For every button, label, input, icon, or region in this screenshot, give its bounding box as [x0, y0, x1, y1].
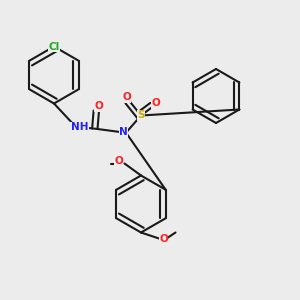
Text: S: S: [137, 110, 145, 121]
Text: O: O: [94, 101, 103, 112]
Text: O: O: [122, 92, 131, 103]
Text: O: O: [151, 98, 160, 109]
Text: NH: NH: [71, 122, 88, 133]
Text: O: O: [114, 156, 123, 166]
Text: Cl: Cl: [48, 41, 60, 52]
Text: O: O: [159, 233, 168, 244]
Text: N: N: [119, 127, 128, 137]
